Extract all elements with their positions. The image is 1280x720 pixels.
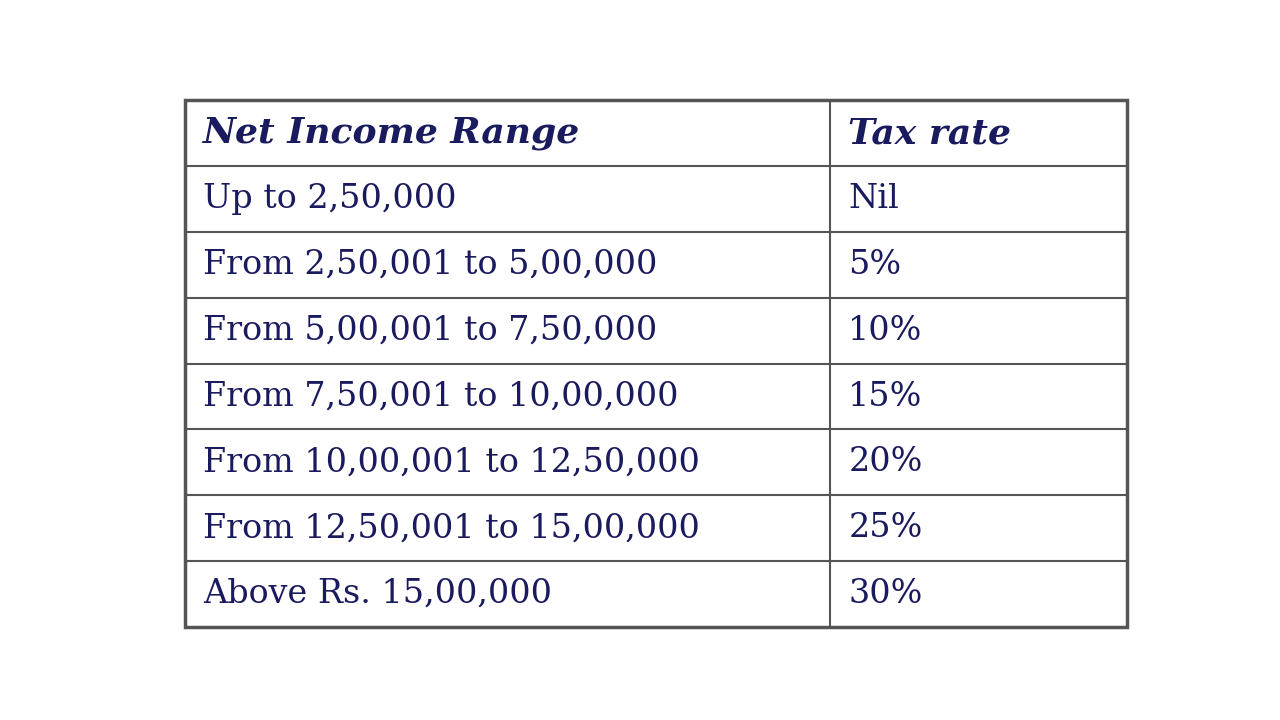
Bar [184, 166, 831, 232]
Text: From 7,50,001 to 10,00,000: From 7,50,001 to 10,00,000 [202, 380, 678, 413]
Bar [831, 429, 1128, 495]
Bar [831, 298, 1128, 364]
Bar [184, 298, 831, 364]
Bar [184, 561, 831, 627]
Bar [184, 495, 831, 561]
Text: Nil: Nil [849, 183, 899, 215]
Text: Net Income Range: Net Income Range [202, 116, 580, 150]
Text: 15%: 15% [849, 380, 923, 413]
Text: 30%: 30% [849, 578, 923, 610]
Bar [831, 166, 1128, 232]
Text: 10%: 10% [849, 315, 923, 347]
Bar [831, 561, 1128, 627]
Bar [831, 232, 1128, 298]
Bar [184, 232, 831, 298]
Text: Above Rs. 15,00,000: Above Rs. 15,00,000 [202, 578, 552, 610]
Text: From 5,00,001 to 7,50,000: From 5,00,001 to 7,50,000 [202, 315, 657, 347]
Bar [831, 364, 1128, 429]
Bar [831, 495, 1128, 561]
Bar [184, 429, 831, 495]
Text: 20%: 20% [849, 446, 923, 478]
Text: From 12,50,001 to 15,00,000: From 12,50,001 to 15,00,000 [202, 512, 700, 544]
Text: Up to 2,50,000: Up to 2,50,000 [202, 183, 456, 215]
Text: From 10,00,001 to 12,50,000: From 10,00,001 to 12,50,000 [202, 446, 700, 478]
Text: From 2,50,001 to 5,00,000: From 2,50,001 to 5,00,000 [202, 249, 657, 281]
Bar [184, 364, 831, 429]
Bar [184, 100, 831, 166]
Text: 25%: 25% [849, 512, 923, 544]
Text: 5%: 5% [849, 249, 901, 281]
Bar [831, 100, 1128, 166]
Text: Tax rate: Tax rate [849, 116, 1011, 150]
